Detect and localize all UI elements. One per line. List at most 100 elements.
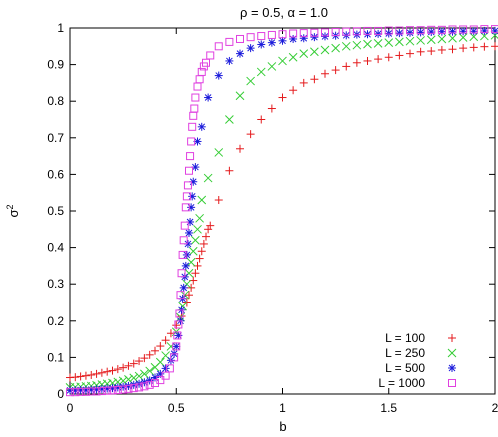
y-tick-label: 0.5 [47, 204, 64, 218]
data-point [97, 368, 106, 377]
data-point [278, 93, 287, 102]
data-point [103, 367, 112, 376]
data-point [177, 269, 186, 278]
data-point [124, 384, 133, 393]
data-point [204, 93, 213, 102]
data-point [236, 34, 244, 43]
data-point [246, 44, 255, 53]
data-point [406, 26, 414, 35]
series-layer [65, 25, 498, 397]
chart-title: ρ = 0.5, α = 1.0 [240, 5, 328, 20]
data-point [459, 44, 468, 53]
data-point [267, 62, 277, 71]
data-point [191, 163, 200, 172]
data-point [195, 213, 204, 223]
y-axis-label: σ2 [5, 204, 21, 217]
data-point [191, 235, 200, 245]
data-point [182, 192, 191, 201]
data-point [197, 195, 207, 205]
data-point [384, 26, 393, 35]
data-point [289, 34, 298, 43]
x-tick-label: 0 [67, 401, 74, 415]
data-point [225, 37, 234, 46]
data-point [416, 28, 425, 37]
data-point [87, 370, 96, 379]
data-point [181, 203, 190, 212]
data-point [395, 29, 404, 38]
data-point [480, 42, 489, 51]
data-point [179, 236, 188, 245]
data-point [202, 232, 210, 241]
data-point [179, 283, 188, 292]
data-point [183, 181, 192, 190]
data-point [459, 27, 468, 36]
y-tick-label: 0.4 [47, 241, 64, 255]
data-point [416, 36, 425, 45]
data-point [66, 388, 74, 397]
data-point [214, 148, 224, 157]
data-point [256, 67, 266, 77]
data-point [321, 28, 329, 37]
data-point [278, 56, 287, 66]
data-point [405, 36, 415, 46]
data-point [193, 137, 202, 146]
data-point [129, 359, 138, 368]
data-point [342, 62, 351, 71]
data-point [448, 45, 457, 54]
data-point [289, 29, 298, 38]
data-point [197, 122, 206, 131]
y-tick-label: 0.2 [47, 314, 64, 328]
data-point [188, 122, 197, 131]
data-point [190, 104, 199, 113]
data-point [175, 309, 184, 318]
data-point [246, 76, 255, 86]
data-point [129, 384, 138, 393]
data-point [187, 137, 196, 146]
data-point [195, 75, 204, 84]
data-point [140, 369, 149, 379]
data-point [491, 25, 498, 34]
y-tick-label: 0.3 [47, 277, 64, 291]
data-point [87, 387, 96, 396]
data-point [214, 71, 223, 80]
data-point [321, 32, 329, 41]
x-tick-label: 0.5 [168, 401, 185, 415]
data-point [236, 144, 244, 153]
data-point [195, 254, 204, 263]
legend-marker [448, 364, 456, 372]
data-point [134, 371, 144, 381]
data-point [197, 247, 206, 256]
data-point [173, 331, 182, 340]
legend-label: L = 100 [385, 331, 425, 345]
data-point [289, 86, 298, 95]
data-point [257, 32, 266, 41]
data-point [331, 43, 340, 53]
data-point [374, 55, 383, 64]
data-point [124, 361, 133, 370]
data-point [288, 52, 298, 62]
data-point [193, 224, 202, 234]
x-tick-label: 1 [279, 401, 286, 415]
data-point [176, 291, 185, 300]
data-point [156, 342, 165, 351]
data-point [427, 25, 436, 34]
data-point [188, 192, 197, 201]
data-point [321, 69, 329, 78]
y-tick-label: 0 [57, 387, 64, 401]
y-tick-label: 1 [57, 21, 64, 35]
data-point [373, 39, 383, 48]
data-point [135, 383, 144, 392]
data-point [310, 28, 319, 37]
data-point [197, 67, 206, 76]
data-point [395, 51, 404, 60]
data-point [97, 387, 106, 396]
series-2 [66, 26, 498, 395]
data-point [469, 43, 478, 52]
data-point [448, 33, 457, 43]
data-point [416, 26, 425, 35]
data-point [199, 239, 208, 248]
y-axis-label-main: σ [6, 209, 21, 217]
data-point [203, 173, 213, 183]
data-point [310, 33, 319, 42]
data-point [185, 228, 193, 237]
